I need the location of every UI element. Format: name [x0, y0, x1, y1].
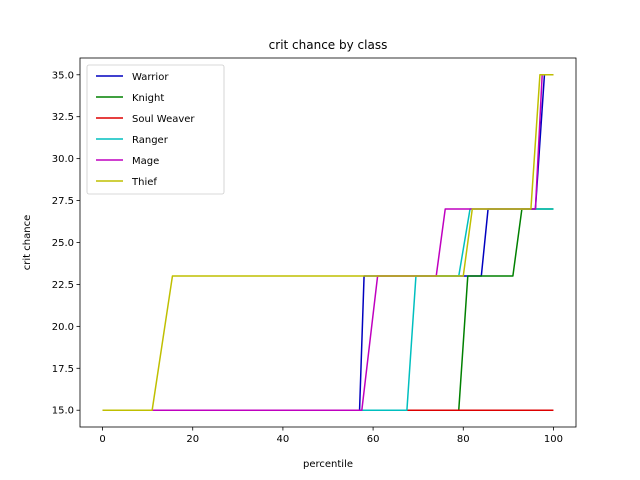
- y-tick-label: 32.5: [52, 112, 74, 123]
- x-tick-label: 40: [277, 434, 290, 445]
- x-tick-label: 100: [544, 434, 563, 445]
- y-tick-label: 22.5: [52, 280, 74, 291]
- legend: Warrior Knight Soul Weaver Ranger Mage Thief: [86, 64, 225, 195]
- y-tick-label: 15.0: [52, 406, 74, 417]
- legend-label: Warrior: [132, 72, 169, 83]
- y-tick-label: 25.0: [52, 238, 74, 249]
- x-tick-label: 20: [186, 434, 199, 445]
- legend-label: Soul Weaver: [132, 114, 195, 125]
- x-axis-title: percentile: [303, 459, 353, 470]
- legend-box: [86, 64, 225, 195]
- plot-area: [102, 74, 554, 411]
- y-tick-label: 20.0: [52, 322, 74, 333]
- chart-title: crit chance by class: [269, 38, 388, 52]
- x-tick-label: 80: [457, 434, 470, 445]
- series-line-thief: [102, 74, 554, 411]
- x-tick-label: 0: [99, 434, 105, 445]
- legend-label: Mage: [132, 156, 159, 167]
- y-axis: 15.0 17.5 20.0 22.5 25.0 27.5 30.0 32.5 35.0: [52, 70, 80, 417]
- y-tick-label: 17.5: [52, 364, 74, 375]
- legend-label: Thief: [131, 177, 157, 188]
- x-axis: 0 20 40 60 80 100: [99, 427, 563, 445]
- legend-label: Ranger: [132, 135, 169, 146]
- series-line-warrior: [102, 74, 554, 411]
- y-axis-title: crit chance: [22, 215, 33, 270]
- y-tick-label: 30.0: [52, 154, 74, 165]
- y-tick-label: 35.0: [52, 70, 74, 81]
- y-tick-label: 27.5: [52, 196, 74, 207]
- x-tick-label: 60: [367, 434, 380, 445]
- series-line-mage: [102, 74, 554, 411]
- legend-label: Knight: [132, 93, 164, 104]
